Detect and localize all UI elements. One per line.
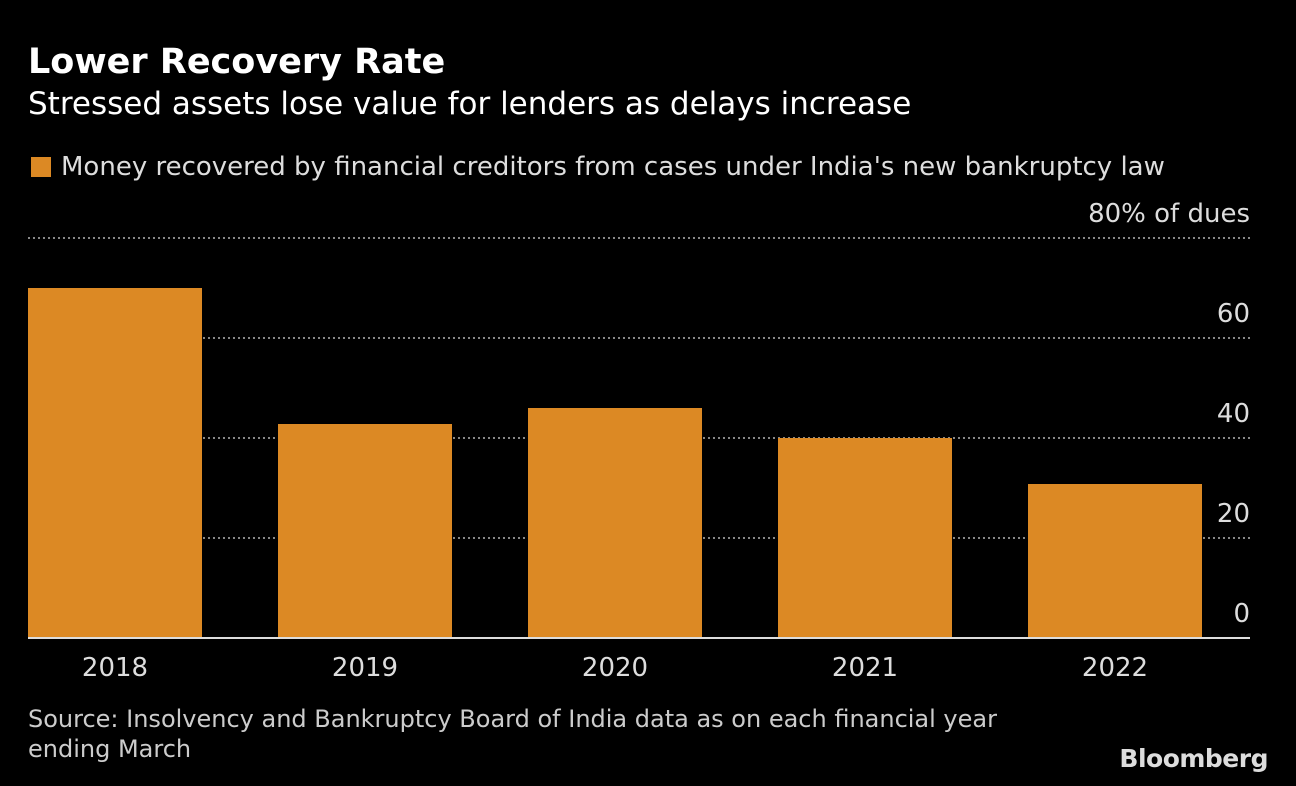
legend-label: Money recovered by financial creditors f… bbox=[61, 152, 1165, 182]
y-tick-label: 60 bbox=[1217, 299, 1250, 329]
x-tick-label: 2021 bbox=[832, 653, 898, 683]
y-tick-label: 0 bbox=[1233, 599, 1250, 629]
bloomberg-logo: Bloomberg bbox=[1119, 744, 1268, 773]
x-tick-label: 2019 bbox=[332, 653, 398, 683]
bar-2018 bbox=[28, 288, 202, 638]
bar-2022 bbox=[1028, 484, 1202, 638]
x-tick-label: 2020 bbox=[582, 653, 648, 683]
bar-2019 bbox=[278, 424, 452, 638]
bar-2020 bbox=[528, 408, 702, 638]
bar-2021 bbox=[778, 438, 952, 638]
source-note: Source: Insolvency and Bankruptcy Board … bbox=[28, 705, 997, 763]
y-tick-label: 40 bbox=[1217, 399, 1250, 429]
chart-title: Lower Recovery Rate bbox=[28, 42, 446, 82]
legend-swatch bbox=[31, 157, 51, 177]
chart-subtitle: Stressed assets lose value for lenders a… bbox=[28, 86, 912, 122]
x-tick-label: 2018 bbox=[82, 653, 148, 683]
y-tick-label: 20 bbox=[1217, 499, 1250, 529]
legend: Money recovered by financial creditors f… bbox=[31, 152, 1165, 182]
x-tick-label: 2022 bbox=[1082, 653, 1148, 683]
y-tick-label: 80% of dues bbox=[1088, 199, 1250, 229]
